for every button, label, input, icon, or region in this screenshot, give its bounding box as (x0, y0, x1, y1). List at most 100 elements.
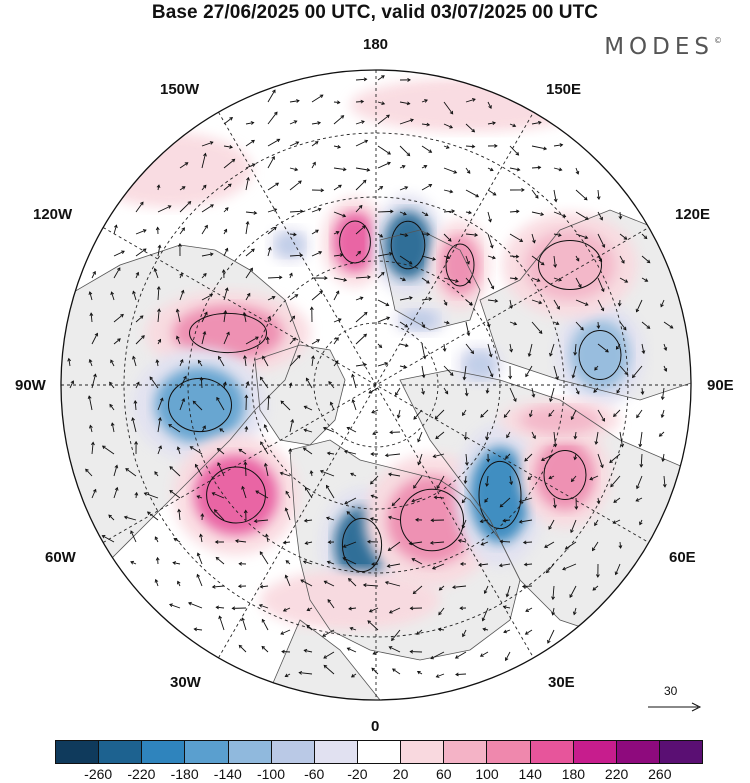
wind-arrowhead (196, 552, 201, 557)
wind-arrow (262, 356, 269, 367)
wind-arrow (289, 337, 296, 345)
wind-arrowhead (580, 326, 584, 331)
wind-arrowhead (449, 372, 454, 376)
wind-arrow (553, 189, 557, 202)
wind-arrowhead (294, 167, 299, 172)
wind-arrow (443, 233, 452, 242)
wind-arrow (597, 453, 604, 468)
wind-arrow (355, 225, 366, 235)
wind-arrow (487, 211, 492, 222)
wind-arrow (311, 251, 322, 257)
wind-arrow (303, 560, 313, 565)
wind-arrowhead (278, 275, 283, 280)
wind-arrow (597, 233, 605, 248)
wind-arrow (179, 359, 184, 367)
wind-arrow (430, 541, 445, 544)
wind-arrow (663, 321, 674, 329)
wind-arrow (85, 468, 93, 477)
wind-arrowhead (282, 608, 287, 612)
wind-arrow (261, 646, 269, 653)
wind-arrowhead (295, 141, 300, 145)
wind-arrowhead (661, 458, 666, 463)
wind-arrow (399, 165, 406, 169)
wind-arrowhead (490, 285, 495, 290)
wind-arrow (135, 315, 144, 323)
wind-arrowhead (273, 208, 278, 212)
wind-arrowhead (464, 462, 469, 466)
wind-arrow (132, 291, 137, 301)
wind-arrow (443, 299, 448, 306)
wind-arrowhead (329, 401, 334, 406)
wind-arrowhead (238, 644, 243, 649)
wind-arrow (377, 210, 393, 213)
wind-arrow (377, 75, 385, 81)
wind-arrow (323, 651, 335, 659)
wind-arrowhead (312, 161, 316, 166)
wind-arrowhead (169, 489, 173, 494)
wind-arrow (289, 120, 297, 125)
colorbar-bin (56, 741, 100, 763)
wind-arrowhead (368, 390, 373, 394)
wind-arrow (244, 462, 247, 477)
wind-arrow (575, 321, 584, 331)
wind-arrow (328, 381, 335, 389)
wind-arrow (544, 541, 555, 548)
wind-arrow (201, 225, 208, 235)
wind-arrowhead (499, 539, 504, 544)
wind-arrowhead (509, 305, 514, 309)
wind-arrowhead (117, 338, 121, 342)
wind-arrow (264, 463, 269, 477)
wind-arrowhead (325, 516, 330, 521)
wind-arrowhead (155, 226, 160, 231)
wind-arrowhead (363, 311, 368, 316)
wind-arrowhead (429, 540, 434, 545)
wind-arrow (311, 94, 324, 103)
wind-arrowhead (592, 547, 596, 552)
wind-arrow (553, 255, 556, 268)
wind-arrow (619, 365, 628, 375)
wind-arrow (343, 541, 357, 548)
wind-arrow (355, 276, 371, 279)
wind-arrow (323, 427, 335, 433)
wind-arrowhead (387, 151, 391, 155)
wind-arrow (135, 248, 147, 257)
wind-arrowhead (573, 351, 578, 356)
wind-arrow (411, 497, 423, 502)
wind-arrowhead (203, 152, 207, 157)
wind-arrowhead (504, 657, 509, 662)
wind-arrowhead (617, 302, 622, 307)
wind-arrow (194, 628, 203, 631)
wind-arrow (552, 607, 555, 615)
wind-arrow (463, 365, 467, 380)
wind-arrow (355, 363, 367, 367)
wind-arrowhead (168, 424, 172, 428)
wind-arrowhead (570, 416, 575, 421)
wind-arrowhead (315, 229, 319, 234)
wind-arrowhead (362, 225, 366, 229)
wind-arrowhead (408, 261, 413, 265)
wind-arrowhead (89, 424, 93, 429)
wind-arrowhead (573, 435, 578, 440)
wind-arrowhead (244, 394, 249, 399)
colorbar-bin (401, 741, 445, 763)
wind-arrowhead (413, 485, 417, 489)
wind-arrow (399, 255, 413, 265)
wind-arrow (147, 511, 159, 521)
contour-line (189, 312, 267, 354)
wind-arrow (198, 360, 203, 367)
wind-arrowhead (660, 303, 664, 308)
wind-arrowhead (343, 449, 348, 454)
wind-arrowhead (366, 539, 371, 544)
wind-arrowhead (412, 590, 417, 595)
wind-arrow (575, 387, 580, 395)
wind-arrowhead (415, 517, 419, 522)
wind-arrow (465, 299, 473, 306)
anomaly-core (115, 145, 225, 195)
wind-arrowhead (532, 239, 536, 244)
wind-arrowhead (250, 121, 255, 125)
wind-arrowhead (214, 540, 219, 544)
wind-arrowhead (502, 518, 507, 523)
wind-arrow (443, 189, 453, 193)
wind-arrow (367, 620, 379, 631)
